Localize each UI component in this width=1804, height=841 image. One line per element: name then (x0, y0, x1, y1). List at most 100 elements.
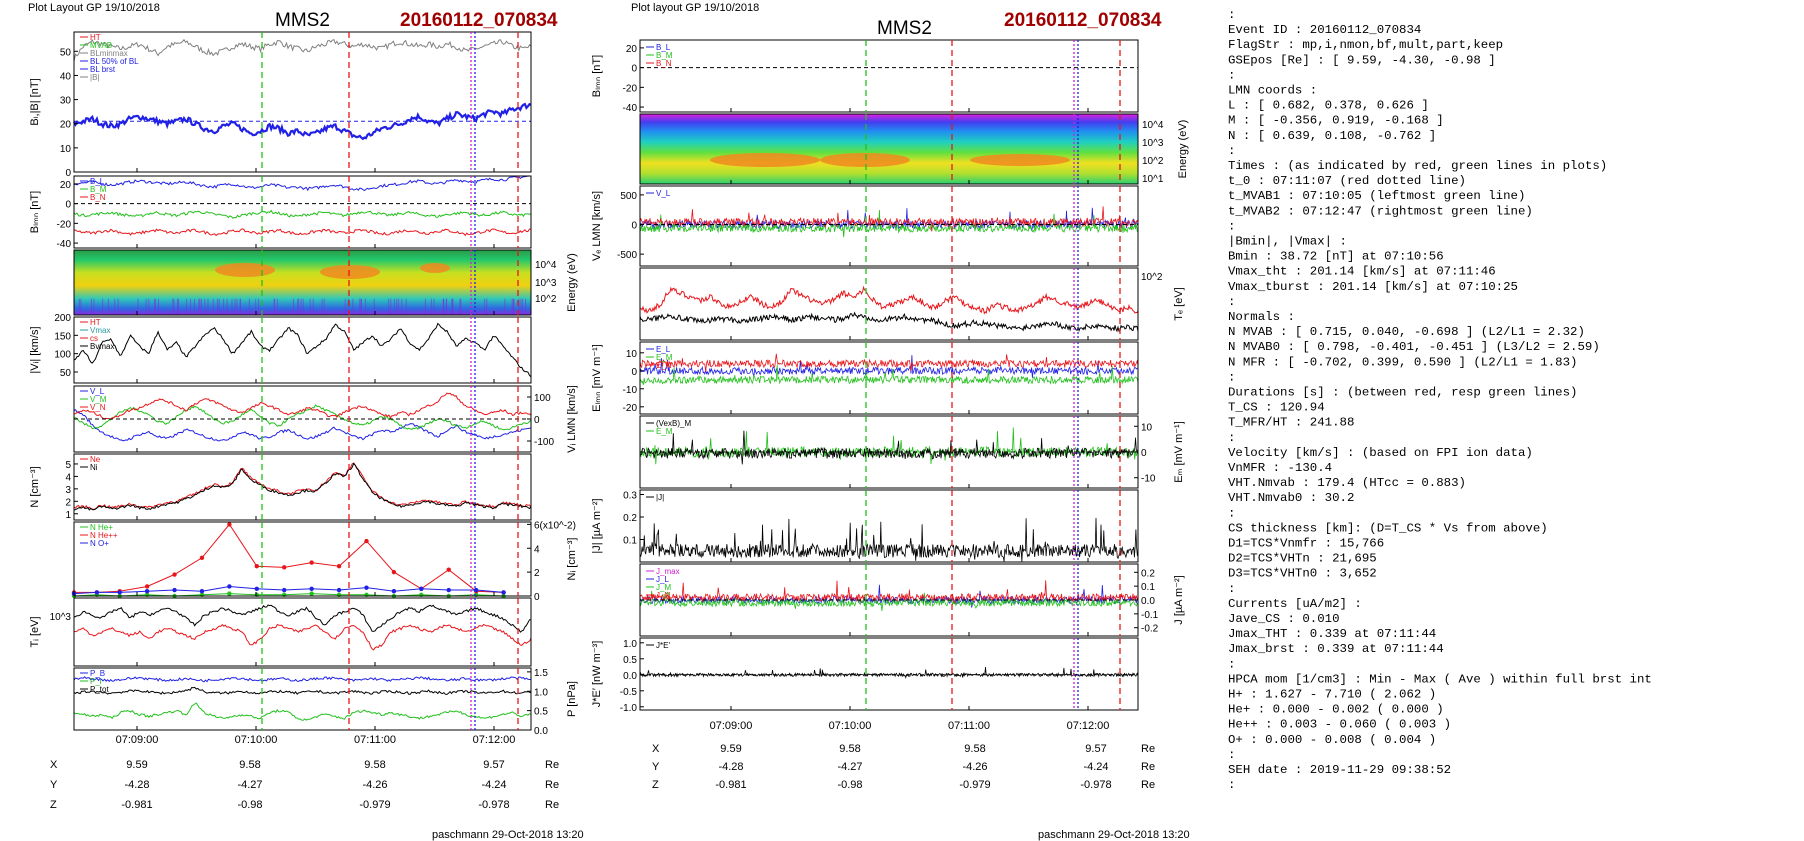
data-point (501, 590, 506, 595)
y-axis-label: Bₗ,|B| [nT] (29, 78, 41, 125)
y-tick-label: 6(x10^-2) (534, 520, 576, 531)
info-line: : (1228, 295, 1235, 309)
middle-panel-6: -10 0 10 Eₘ [mV m⁻¹] (VexB)_ME_M (639, 415, 1185, 489)
legend-label: V_M (90, 395, 107, 404)
legend-label: J_max (656, 567, 680, 576)
y-tick-label: 0 (534, 592, 540, 603)
data-point (336, 587, 342, 593)
event-info-text: : Event ID : 20160112_070834 FlagStr : m… (1228, 8, 1652, 792)
pos-value: -4.27 (837, 761, 862, 773)
left-position-table: X 9.59 9.58 9.58 9.57 Re Y -4.28 -4.27 -… (50, 759, 559, 811)
y-axis-label: Eₗₘₙ [mV m⁻¹] (591, 344, 603, 412)
info-line: VHT.Nmvab0 : 30.2 (1228, 491, 1354, 505)
y-tick-label: 10 (60, 144, 72, 155)
left-spacecraft-title: MMS2 (275, 10, 330, 31)
pos-value: -0.978 (478, 799, 509, 811)
y-tick-label: 0 (631, 367, 637, 378)
left-panel-5: -100 0 100 Vᵢ LMN [km/s] V_LV_MV_N (73, 385, 578, 453)
info-line: Vmax_tht : 201.14 [km/s] at 07:11:46 (1228, 265, 1496, 279)
y-tick-label: -20 (623, 83, 638, 94)
legend-label: V_L (656, 189, 671, 198)
spectrogram-hotspot (420, 263, 450, 273)
left-panel-7: 0 2 4 6(x10^-2) Nᵢ [cm⁻³] N He+N He++N O+ (71, 520, 578, 603)
middle-event-title: 20160112_070834 (1004, 10, 1162, 31)
legend-label: J_M (656, 583, 671, 592)
info-line: N : [ 0.639, 0.108, -0.762 ] (1228, 129, 1436, 143)
y-axis-label: |Vᵢ| [km/s] (29, 326, 41, 373)
data-point (364, 585, 369, 590)
y-tick-label: 10 (1141, 422, 1153, 433)
info-line: t_MVAB1 : 07:10:05 (leftmost green line) (1228, 189, 1525, 203)
middle-panel-2: 10^1 10^2 10^3 10^4 Energy (eV) (639, 113, 1189, 185)
data-point (172, 587, 177, 593)
info-line: He+ : 0.000 - 0.002 ( 0.000 ) (1228, 703, 1444, 717)
info-line: Velocity [km/s] : (based on FPI ion data… (1228, 446, 1533, 460)
info-line: T_MFR/HT : 241.88 (1228, 416, 1354, 430)
left-time-tick: 07:09:00 (116, 734, 159, 746)
info-line: H+ : 1.627 - 7.710 ( 2.062 ) (1228, 688, 1436, 702)
info-line: FlagStr : mp,i,nmon,bf,mult,part,keep (1228, 38, 1503, 52)
info-line: : (1228, 8, 1235, 22)
legend-label: Ne (90, 455, 101, 464)
middle-panel-9: -1.0 -0.5 0.0 0.5 1.0 J*E′ [nW m⁻³] J*E' (591, 637, 1139, 714)
legend-label: B_N (656, 59, 672, 68)
y-tick-label: 0.2 (623, 513, 637, 524)
series-line (73, 604, 532, 633)
panel-frame (73, 316, 532, 384)
data-point (364, 538, 369, 544)
data-point (227, 591, 232, 596)
data-point (199, 555, 205, 561)
legend-label: N He++ (90, 531, 118, 540)
y-tick-label: 0.0 (534, 726, 548, 737)
y-tick-label: 100 (534, 393, 551, 404)
y-axis-label: |J| [µA m⁻²] (591, 498, 603, 553)
data-point (309, 586, 314, 592)
series-line (73, 676, 532, 683)
legend-label: E_N (656, 361, 672, 370)
y-tick-label: 10 (626, 349, 638, 360)
legend-label: P_B (90, 669, 105, 678)
y-tick-label: -1.0 (620, 703, 638, 714)
pos-value: -4.24 (481, 779, 506, 791)
left-panel-8: 10^3 Tᵢ [eV] (29, 597, 532, 667)
panel-frame (639, 185, 1139, 267)
y-axis-label: J [µA m⁻²] (1173, 575, 1185, 624)
legend-label: B_N (90, 193, 106, 202)
y-tick-label: 3 (65, 485, 71, 496)
y-tick-label: 1 (65, 510, 71, 521)
legend-label: J_N (656, 591, 670, 600)
y-tick-label: 100 (54, 350, 71, 361)
spectrogram-hotspot (970, 154, 1070, 166)
left-event-title: 20160112_070834 (400, 10, 558, 31)
y-tick-label: 2 (65, 497, 71, 508)
y-tick-label: 5 (65, 460, 71, 471)
y-tick-label: 4 (534, 544, 540, 555)
panel-frame (73, 453, 532, 521)
legend-label: MVAB (90, 41, 112, 50)
info-line: |Bmin|, |Vmax| : (1228, 235, 1347, 249)
middle-spacecraft-title: MMS2 (877, 18, 932, 39)
info-line: N MVAB : [ 0.715, 0.040, -0.698 ] (L2/L1… (1228, 325, 1585, 339)
legend-label: BL brst (90, 65, 116, 74)
pos-value: 9.58 (364, 759, 385, 771)
y-tick-label: 0.1 (623, 536, 637, 547)
panel-frame (639, 267, 1139, 341)
legend-label: J*E' (656, 641, 670, 650)
info-line: L : [ 0.682, 0.378, 0.626 ] (1228, 99, 1429, 113)
y-tick-label: 500 (620, 191, 637, 202)
y-tick-label: 10^3 (50, 612, 72, 623)
series-line (73, 38, 532, 62)
pos-label-x: X (50, 759, 58, 771)
series-line (639, 311, 1139, 333)
pos-unit: Re (1141, 743, 1155, 755)
panel-frame (639, 39, 1139, 113)
series-line (639, 430, 1139, 465)
legend-label: B_M (90, 185, 107, 194)
panel-frame (639, 489, 1139, 563)
info-line: N MFR : [ -0.702, 0.399, 0.590 ] (L2/L1 … (1228, 355, 1577, 369)
data-point (391, 569, 397, 575)
pos-value: -4.27 (237, 779, 262, 791)
